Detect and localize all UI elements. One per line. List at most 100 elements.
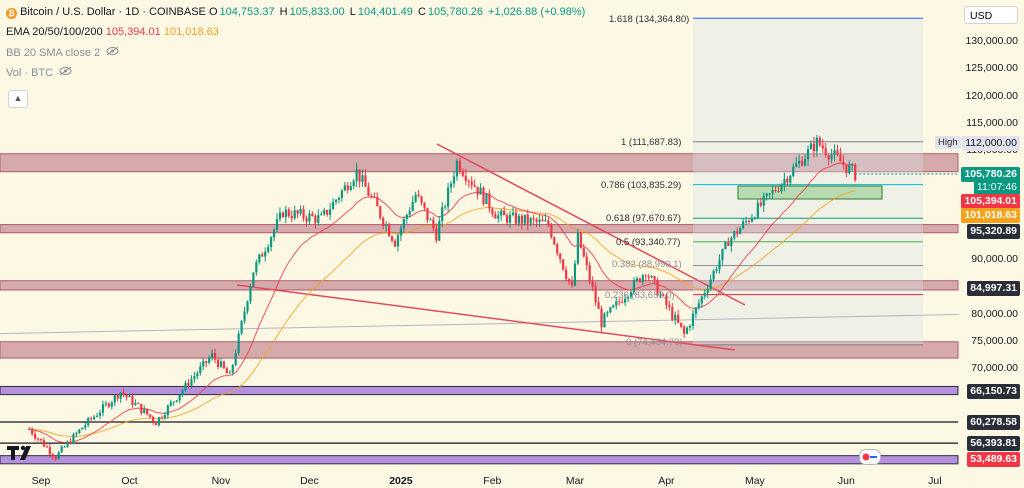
candle-body	[314, 216, 317, 223]
candle-body	[467, 180, 470, 182]
candle-body	[556, 244, 559, 254]
candle-body	[438, 220, 441, 241]
x-tick-label: Sep	[31, 475, 51, 487]
candle-body	[60, 446, 63, 453]
candle-body	[765, 193, 768, 196]
ema-label[interactable]: EMA 20/50/100/200	[6, 26, 103, 38]
ema50-price-tag: 101,018.63	[961, 208, 1020, 223]
candle-body	[396, 235, 400, 247]
candle-body	[479, 187, 482, 195]
eye-hidden-icon[interactable]	[59, 66, 72, 79]
candle-body	[573, 263, 577, 286]
candle-body	[31, 429, 34, 435]
candle-body	[379, 206, 382, 218]
candle-body	[688, 325, 692, 328]
candle-body	[334, 199, 338, 202]
x-tick-label: Nov	[211, 475, 231, 487]
candle-body	[742, 221, 745, 229]
candle-body	[216, 359, 220, 368]
candle-body	[75, 433, 78, 435]
candle-body	[423, 202, 426, 208]
candle-body	[635, 278, 638, 281]
candle-body	[517, 215, 520, 224]
candle-body	[208, 358, 211, 363]
candle-body	[57, 452, 60, 460]
candle-body	[762, 195, 765, 206]
resistance-zone	[0, 280, 959, 291]
candle-body	[644, 275, 647, 277]
bb-label[interactable]: BB 20 SMA close 2	[6, 47, 101, 59]
candle-body	[774, 190, 777, 192]
candle-body	[87, 418, 90, 426]
candle-body	[193, 376, 196, 380]
candle-body	[137, 402, 140, 404]
candle-body	[408, 210, 411, 215]
candle-body	[550, 224, 553, 238]
candle-body	[485, 193, 488, 205]
collapse-legend-icon[interactable]: ▲	[8, 90, 28, 108]
candle-body	[455, 160, 459, 177]
candle-body	[281, 212, 284, 218]
candle-body	[567, 278, 571, 282]
candle-body	[691, 313, 695, 326]
candle-body	[606, 312, 609, 314]
candle-body	[258, 254, 261, 263]
candle-body	[157, 417, 161, 426]
ema-legend[interactable]: EMA 20/50/100/200 105,394.01 101,018.63	[6, 26, 219, 38]
candle-body	[293, 210, 296, 219]
candle-body	[275, 219, 279, 230]
candle-body	[125, 394, 128, 398]
candle-body	[337, 197, 341, 200]
trend-line	[0, 314, 959, 335]
high-price-tag: 112,000.00	[962, 136, 1020, 151]
open-label: O	[208, 6, 218, 18]
candle-body	[677, 314, 680, 323]
economic-events-icon[interactable]	[859, 449, 881, 465]
candle-body	[107, 403, 110, 407]
candle-body	[267, 247, 270, 252]
candle-body	[211, 353, 214, 359]
candle-body	[272, 229, 276, 238]
support-band	[0, 385, 959, 396]
candle-body	[588, 265, 591, 282]
candle-body	[411, 201, 414, 211]
candle-body	[140, 403, 143, 414]
candle-body	[703, 293, 706, 297]
fib-label: 0.786 (103,835.29)	[601, 180, 682, 191]
candle-body	[219, 361, 223, 368]
fib-label: 0.382 (88,990.1)	[612, 259, 682, 270]
bb-legend[interactable]: BB 20 SMA close 2	[6, 46, 119, 59]
candle-body	[370, 195, 373, 197]
candle-body	[529, 218, 532, 224]
fib-label: 0.618 (97,670.67)	[606, 213, 682, 224]
candle-body	[199, 366, 202, 374]
candle-body	[78, 429, 81, 434]
candle-body	[709, 279, 712, 289]
vol-legend[interactable]: Vol · BTC	[6, 66, 72, 79]
candle-body	[331, 201, 335, 210]
candle-body	[815, 137, 818, 152]
candle-body	[54, 456, 57, 460]
candle-body	[364, 175, 367, 187]
candle-body	[169, 402, 172, 406]
candle-body	[420, 196, 423, 203]
symbol-title[interactable]: Bitcoin / U.S. Dollar · 1D · COINBASE	[20, 6, 206, 18]
wedge-upper-line	[436, 143, 746, 306]
eye-hidden-icon[interactable]	[106, 46, 119, 59]
candle-body	[311, 213, 314, 217]
candle-body	[839, 154, 842, 162]
candle-body	[594, 287, 597, 303]
candle-body	[432, 219, 435, 229]
candle-body	[833, 150, 836, 155]
candle-body	[629, 292, 633, 297]
candle-body	[51, 454, 54, 457]
resistance-zone	[0, 224, 959, 234]
candle-body	[632, 280, 636, 293]
candle-body	[98, 412, 102, 416]
vol-label[interactable]: Vol · BTC	[6, 67, 54, 79]
candle-body	[753, 217, 756, 219]
currency-select[interactable]: USD	[964, 6, 1018, 24]
bar-countdown: 11:07:46	[973, 180, 1020, 195]
